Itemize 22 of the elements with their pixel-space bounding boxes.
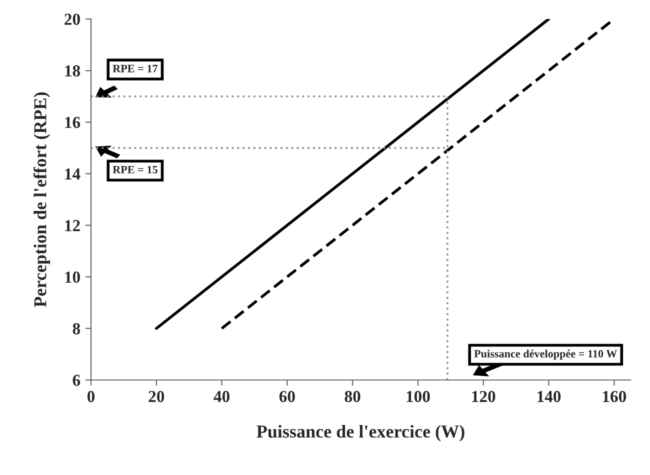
annotation: RPE = 17 [112, 64, 158, 72]
y-tick-label: 14 [65, 168, 80, 180]
y-tick-label: 20 [64, 14, 80, 25]
x-tick-label: 20 [148, 390, 164, 402]
y-tick-label: 8 [72, 323, 80, 334]
x-tick-label: 160 [602, 390, 626, 402]
x-tick-label: 140 [538, 390, 561, 402]
y-tick-label: 6 [72, 374, 80, 386]
x-tick-label: 80 [344, 390, 360, 402]
y-tick-label: 12 [65, 220, 80, 232]
y-tick-label: 16 [65, 116, 80, 128]
annotation: Puissance développée = 110 W [474, 350, 618, 360]
x-tick-label: 40 [214, 390, 230, 402]
annotation: RPE = 15 [112, 166, 158, 174]
y-tick-label: 10 [65, 272, 80, 283]
x-tick-label: 100 [406, 390, 430, 402]
x-axis-title: Puissance de l'exercice (W) [256, 424, 464, 442]
x-tick-label: 60 [279, 390, 295, 402]
x-tick-label: 0 [87, 390, 95, 402]
y-tick-label: 18 [65, 65, 80, 77]
y-axis-title: Perception de l'effort (RPE) [33, 92, 50, 308]
x-tick-label: 120 [472, 390, 496, 402]
